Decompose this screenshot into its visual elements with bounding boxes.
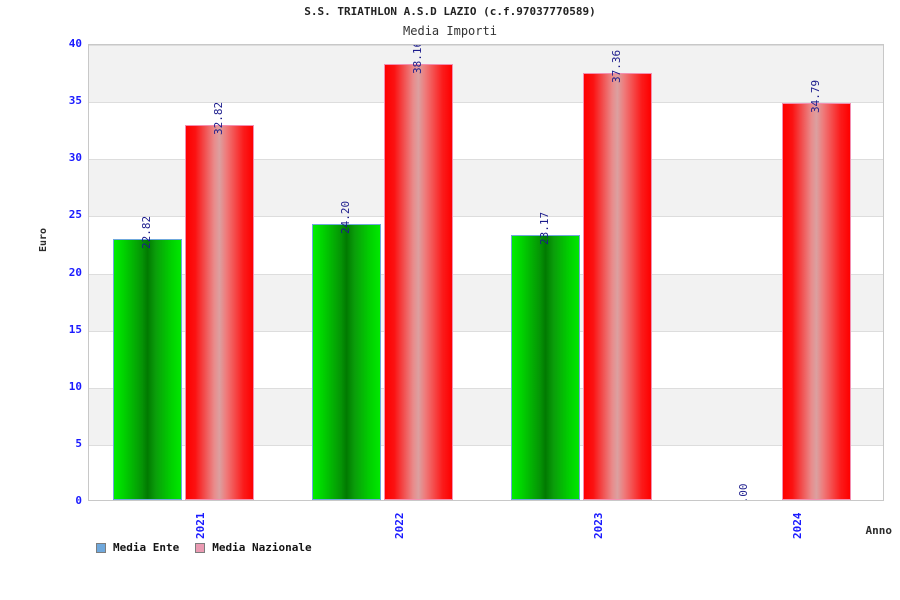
y-axis-ticks: 0 5 10 15 20 25 30 35 40 — [0, 37, 82, 507]
y-tick-label: 5 — [75, 436, 82, 450]
bar-2021-media-ente[interactable] — [113, 239, 182, 500]
grid-line — [89, 330, 883, 332]
x-tick-label-2023: 2023 — [591, 512, 605, 540]
y-tick-label: 30 — [68, 151, 82, 165]
plot-band — [89, 45, 883, 103]
bar-value-label: 34.79 — [808, 79, 822, 113]
legend-item-media-nazionale[interactable]: Media Nazionale — [195, 541, 312, 554]
grid-line — [89, 159, 883, 161]
y-tick-label: 0 — [75, 494, 82, 507]
bar-value-label: 22.82 — [139, 216, 153, 250]
bar-value-label: 38.16 — [410, 44, 424, 75]
x-tick-label-2021: 2021 — [193, 512, 207, 540]
bar-value-label: 24.20 — [338, 200, 352, 234]
legend-label-media-ente: Media Ente — [113, 541, 180, 554]
y-tick-label: 40 — [68, 37, 82, 50]
bar-2021-media-nazionale[interactable] — [185, 125, 254, 500]
bar-2024-media-nazionale[interactable] — [782, 102, 851, 500]
y-tick-label: 15 — [68, 322, 82, 336]
bar-value-label: 23.17 — [537, 212, 551, 246]
grid-line — [89, 387, 883, 389]
grid-line — [89, 216, 883, 218]
grid-line — [89, 273, 883, 275]
legend-label-media-nazionale: Media Nazionale — [212, 541, 312, 554]
y-tick-label: 25 — [68, 208, 82, 222]
bar-value-label: 37.36 — [609, 50, 623, 84]
x-tick-label-2024: 2024 — [790, 512, 804, 540]
chart-legend: Media Ente Media Nazionale — [96, 541, 312, 554]
legend-swatch-media-ente — [96, 542, 106, 553]
bar-2022-media-nazionale[interactable] — [384, 64, 453, 500]
chart-title: S.S. TRIATHLON A.S.D LAZIO (c.f.97037770… — [304, 5, 596, 18]
grid-line — [89, 102, 883, 104]
bar-2022-media-ente[interactable] — [312, 223, 381, 500]
y-tick-label: 10 — [68, 379, 82, 393]
x-tick-label-2022: 2022 — [392, 512, 406, 540]
legend-item-media-ente[interactable]: Media Ente — [96, 541, 179, 554]
chart-subtitle: Media Importi — [403, 24, 497, 38]
legend-swatch-media-nazionale — [195, 542, 206, 553]
grid-line — [89, 444, 883, 446]
plot-area: 22.82 32.82 24.20 38.16 23.17 37.36 0.00 34.79 — [88, 44, 884, 501]
grid-line — [89, 45, 883, 46]
y-tick-label: 20 — [68, 265, 82, 279]
y-tick-label: 35 — [68, 94, 82, 108]
bar-value-label: 0.00 — [736, 483, 750, 501]
bar-value-label: 32.82 — [211, 101, 225, 136]
bar-2023-media-nazionale[interactable] — [583, 73, 652, 500]
bar-2023-media-ente[interactable] — [511, 235, 580, 500]
x-axis-title: Anno — [865, 524, 893, 537]
